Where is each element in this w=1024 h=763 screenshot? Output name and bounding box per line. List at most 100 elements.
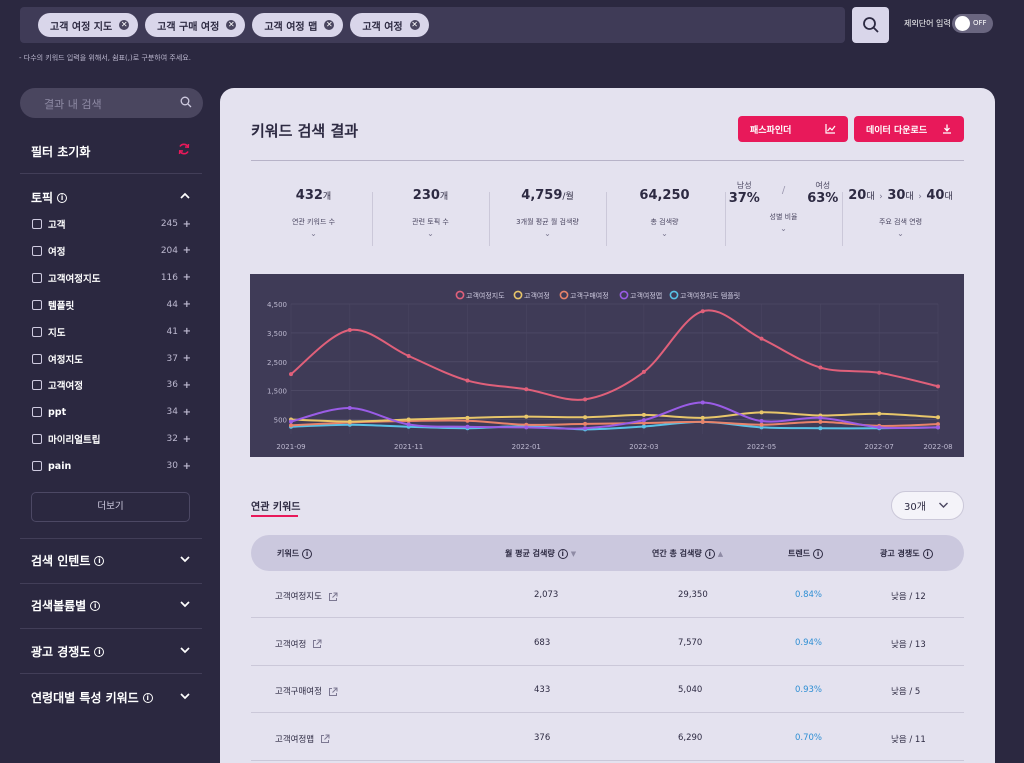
topic-item[interactable]: 마이리얼트립 32 + bbox=[32, 432, 192, 446]
info-icon[interactable]: i bbox=[57, 192, 68, 203]
topic-section-header[interactable]: 토픽 i bbox=[31, 189, 68, 206]
topic-checkbox[interactable] bbox=[32, 272, 42, 283]
related-keywords-tab[interactable]: 연관 키워드 bbox=[251, 502, 301, 513]
chevron-up-icon[interactable] bbox=[179, 191, 191, 201]
external-link-icon[interactable] bbox=[320, 734, 330, 744]
keyword-chip[interactable]: 고객 여정 맵 ✕ bbox=[252, 13, 344, 37]
info-icon[interactable]: i bbox=[922, 548, 933, 559]
keyword-chip[interactable]: 고객 여정 ✕ bbox=[350, 13, 429, 37]
col-keyword[interactable]: 키워드 i bbox=[277, 548, 313, 559]
age-keyword-header[interactable]: 연령대별 특성 키워드 i bbox=[31, 689, 153, 706]
sort-up-icon[interactable]: ▲ bbox=[717, 549, 724, 558]
topic-item[interactable]: 여정 204 + bbox=[32, 244, 192, 258]
topic-item[interactable]: 지도 41 + bbox=[32, 325, 192, 339]
add-topic-icon[interactable]: + bbox=[182, 353, 191, 364]
col-yearly[interactable]: 연간 총 검색량 i ▲ bbox=[652, 548, 723, 559]
info-icon[interactable]: i bbox=[704, 548, 715, 559]
add-topic-icon[interactable]: + bbox=[182, 379, 191, 391]
add-topic-icon[interactable]: + bbox=[182, 460, 191, 472]
topic-checkbox[interactable] bbox=[32, 299, 42, 310]
remove-chip-icon[interactable]: ✕ bbox=[226, 20, 237, 30]
pathfinder-button[interactable]: 패스파인더 bbox=[738, 116, 848, 142]
chevron-down-icon[interactable]: ⌄ bbox=[780, 224, 787, 233]
more-button[interactable]: 더보기 bbox=[31, 492, 190, 522]
sidebar-divider bbox=[20, 538, 202, 539]
ad-competition-cell: 낮음 / 12 bbox=[891, 592, 926, 602]
download-button[interactable]: 데이터 다운로드 bbox=[854, 116, 964, 142]
add-topic-icon[interactable]: + bbox=[182, 272, 191, 284]
chevron-down-icon[interactable]: ⌄ bbox=[427, 229, 434, 238]
add-topic-icon[interactable]: + bbox=[182, 406, 191, 418]
sort-down-icon[interactable]: ▼ bbox=[570, 549, 577, 558]
add-topic-icon[interactable]: + bbox=[182, 433, 191, 445]
page-size-select[interactable]: 30개 bbox=[891, 491, 964, 520]
result-search-input[interactable]: 결과 내 검색 bbox=[20, 88, 203, 118]
topic-item[interactable]: 고객여정 36 + bbox=[32, 378, 192, 392]
table-row[interactable]: 고객여정지도 2,073 29,350 0.84% 낮음 / 12 bbox=[251, 571, 964, 618]
topic-checkbox[interactable] bbox=[32, 461, 42, 472]
external-link-icon[interactable] bbox=[328, 592, 338, 602]
remove-chip-icon[interactable]: ✕ bbox=[409, 20, 420, 30]
info-icon[interactable]: i bbox=[813, 548, 824, 559]
chevron-down-icon[interactable] bbox=[179, 645, 191, 655]
keyword-input-bar[interactable]: 고객 여정 지도 ✕ 고객 구매 여정 ✕ 고객 여정 맵 ✕ 고객 여정 ✕ bbox=[20, 7, 845, 43]
external-link-icon[interactable] bbox=[312, 639, 322, 649]
add-topic-icon[interactable]: + bbox=[182, 326, 191, 338]
keyword-cell[interactable]: 고객구매여정 bbox=[275, 685, 338, 697]
topic-checkbox[interactable] bbox=[32, 407, 42, 418]
info-icon[interactable]: i bbox=[94, 555, 105, 566]
chevron-down-icon[interactable] bbox=[179, 554, 191, 564]
topic-count: 30 bbox=[166, 461, 178, 472]
search-intent-header[interactable]: 검색 인텐트 i bbox=[31, 552, 105, 569]
info-icon[interactable]: i bbox=[90, 600, 101, 611]
search-volume-header[interactable]: 검색볼륨별 i bbox=[31, 597, 101, 614]
keyword-cell[interactable]: 고객여정지도 bbox=[275, 590, 338, 602]
topic-checkbox[interactable] bbox=[32, 219, 42, 229]
topic-checkbox[interactable] bbox=[32, 353, 42, 364]
add-topic-icon[interactable]: + bbox=[182, 299, 191, 311]
remove-chip-icon[interactable]: ✕ bbox=[119, 20, 130, 30]
keyword-chip[interactable]: 고객 구매 여정 ✕ bbox=[145, 13, 246, 37]
filter-reset-label[interactable]: 필터 초기화 bbox=[31, 145, 91, 159]
exclude-toggle[interactable]: OFF bbox=[952, 14, 993, 33]
table-row[interactable]: 고객여정맵 376 6,290 0.70% 낮음 / 11 bbox=[251, 714, 964, 761]
table-row[interactable]: 고객구매여정 433 5,040 0.93% 낮음 / 5 bbox=[251, 666, 964, 713]
topic-item[interactable]: 고객여정지도 116 + bbox=[32, 271, 192, 285]
refresh-icon[interactable] bbox=[177, 142, 191, 156]
col-trend[interactable]: 트렌드 i bbox=[788, 548, 824, 559]
info-icon[interactable]: i bbox=[142, 692, 153, 703]
topic-item[interactable]: pain 30 + bbox=[32, 459, 192, 473]
table-row[interactable]: 고객여정 683 7,570 0.94% 낮음 / 13 bbox=[251, 619, 964, 666]
keyword-cell[interactable]: 고객여정맵 bbox=[275, 733, 330, 745]
chevron-down-icon[interactable]: ⌄ bbox=[897, 229, 904, 238]
chevron-down-icon[interactable]: ⌄ bbox=[661, 229, 668, 238]
topic-item[interactable]: 고객 245 + bbox=[32, 217, 192, 231]
keyword-chip[interactable]: 고객 여정 지도 ✕ bbox=[38, 13, 139, 37]
stat-divider bbox=[489, 192, 490, 246]
chevron-down-icon[interactable]: ⌄ bbox=[544, 229, 551, 238]
topic-item[interactable]: 템플릿 44 + bbox=[32, 298, 192, 312]
col-monthly[interactable]: 월 평균 검색량 i ▼ bbox=[505, 548, 576, 559]
data-point bbox=[641, 424, 646, 429]
topic-checkbox[interactable] bbox=[32, 380, 42, 391]
keyword-cell[interactable]: 고객여정 bbox=[275, 638, 322, 650]
info-icon[interactable]: i bbox=[557, 548, 568, 559]
info-icon[interactable]: i bbox=[94, 646, 105, 657]
chevron-down-icon[interactable]: ⌄ bbox=[310, 229, 317, 238]
external-link-icon[interactable] bbox=[328, 687, 338, 697]
chevron-down-icon[interactable] bbox=[179, 599, 191, 609]
search-button[interactable] bbox=[852, 7, 889, 43]
topic-item[interactable]: ppt 34 + bbox=[32, 405, 192, 419]
chevron-down-icon[interactable] bbox=[179, 691, 191, 701]
topic-checkbox[interactable] bbox=[32, 326, 42, 337]
topic-checkbox[interactable] bbox=[32, 245, 42, 256]
add-topic-icon[interactable]: + bbox=[182, 218, 191, 230]
info-icon[interactable]: i bbox=[302, 548, 313, 559]
topic-checkbox[interactable] bbox=[32, 434, 42, 445]
topic-item[interactable]: 여정지도 37 + bbox=[32, 352, 192, 366]
remove-chip-icon[interactable]: ✕ bbox=[324, 20, 335, 30]
ad-competition-header[interactable]: 광고 경쟁도 i bbox=[31, 643, 105, 660]
search-icon[interactable] bbox=[180, 96, 192, 108]
col-ad-competition[interactable]: 광고 경쟁도 i bbox=[880, 548, 933, 559]
add-topic-icon[interactable]: + bbox=[182, 245, 191, 257]
